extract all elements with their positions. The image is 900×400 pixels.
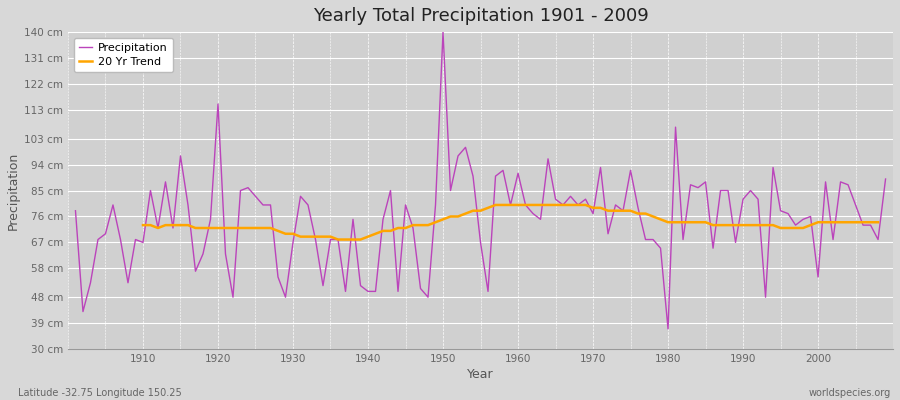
Legend: Precipitation, 20 Yr Trend: Precipitation, 20 Yr Trend: [74, 38, 174, 72]
20 Yr Trend: [370, 231, 381, 236]
20 Yr Trend: [873, 220, 884, 225]
Text: Latitude -32.75 Longitude 150.25: Latitude -32.75 Longitude 150.25: [18, 388, 182, 398]
Precipitation: [880, 177, 891, 182]
20 Yr Trend: [730, 223, 741, 228]
Y-axis label: Precipitation: Precipitation: [7, 152, 20, 230]
Line: 20 Yr Trend: 20 Yr Trend: [143, 205, 878, 240]
20 Yr Trend: [138, 223, 148, 228]
20 Yr Trend: [340, 237, 351, 242]
20 Yr Trend: [520, 202, 531, 207]
Title: Yearly Total Precipitation 1901 - 2009: Yearly Total Precipitation 1901 - 2009: [312, 7, 648, 25]
Text: worldspecies.org: worldspecies.org: [809, 388, 891, 398]
Precipitation: [340, 289, 351, 294]
20 Yr Trend: [491, 202, 501, 207]
Precipitation: [437, 30, 448, 34]
Precipitation: [130, 237, 141, 242]
20 Yr Trend: [333, 237, 344, 242]
Precipitation: [70, 208, 81, 213]
X-axis label: Year: Year: [467, 368, 494, 381]
20 Yr Trend: [310, 234, 321, 239]
20 Yr Trend: [543, 202, 553, 207]
Precipitation: [513, 171, 524, 176]
Precipitation: [295, 194, 306, 199]
Line: Precipitation: Precipitation: [76, 32, 886, 329]
Precipitation: [610, 202, 621, 207]
Precipitation: [662, 326, 673, 331]
Precipitation: [520, 202, 531, 207]
